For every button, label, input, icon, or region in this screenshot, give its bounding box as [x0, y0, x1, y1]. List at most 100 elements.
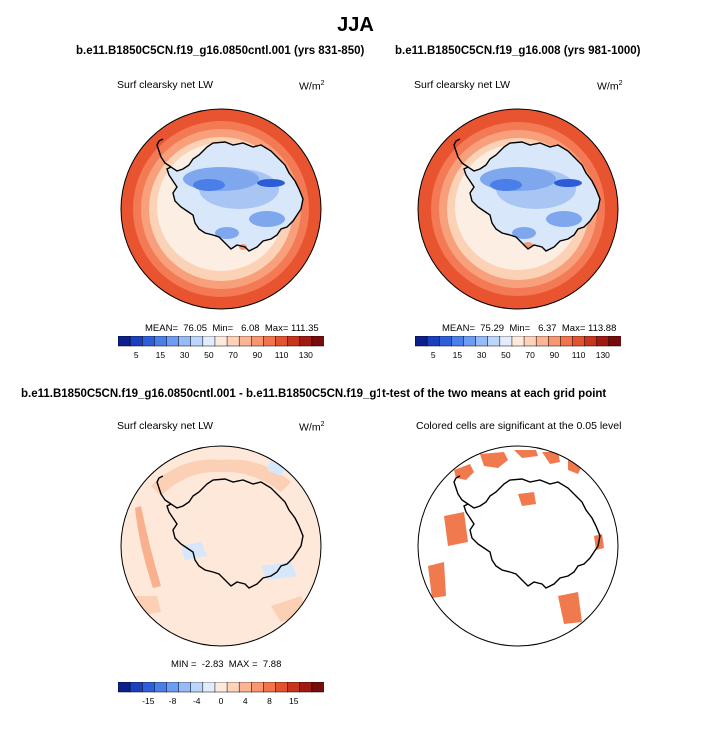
- panel-1-map: [120, 108, 322, 310]
- colorbar-swatch: [523, 336, 537, 347]
- sig-cell-group: [518, 492, 536, 506]
- colorbar-label: 15: [289, 696, 299, 706]
- diff-positive-ring: [151, 459, 291, 496]
- colorbar-swatch: [154, 336, 168, 347]
- colorbar-label: -8: [169, 696, 177, 706]
- panel-3-units: W/m2: [299, 421, 324, 434]
- ross-region: [215, 227, 239, 239]
- sig-cell-group: [568, 460, 582, 474]
- colorbar-swatch: [251, 336, 264, 347]
- colorbar-3: -15 -8 -4 0 4 8 15: [118, 682, 324, 706]
- ross-region: [512, 227, 536, 239]
- colorbar-swatch: [141, 336, 155, 347]
- colorbar-label: 110: [275, 350, 289, 360]
- colorbar-swatch: [299, 336, 313, 347]
- diff-negative-east: [261, 562, 297, 580]
- colorbar-label: 15: [453, 350, 463, 360]
- panel-3-subtitle: Surf clearsky net LW: [117, 420, 214, 432]
- colorbar-label: 70: [228, 350, 238, 360]
- colorbar-swatch: [475, 336, 489, 347]
- colorbar-swatch: [118, 336, 131, 347]
- colorbar-swatch: [226, 336, 240, 347]
- colorbar-label: 110: [572, 350, 586, 360]
- colorbar-label: -15: [142, 696, 155, 706]
- plateau-core: [490, 179, 522, 191]
- colorbar-label: 30: [477, 350, 487, 360]
- plateau-east: [546, 211, 582, 227]
- colorbar-1: 5 15 30 50 70 90 110 130: [118, 336, 324, 360]
- colorbar-swatch: [560, 336, 574, 347]
- colorbar-label: 130: [299, 350, 313, 360]
- colorbar-swatch: [287, 336, 301, 347]
- colorbar-swatch: [118, 682, 131, 693]
- panel-2-stats: MEAN= 75.29 Min= 6.37 Max= 113.88: [442, 323, 617, 334]
- colorbar-swatch: [584, 336, 598, 347]
- panel-1-units-text: W/m: [299, 80, 321, 93]
- colorbar-swatch: [548, 336, 561, 347]
- panel-2-units-sup: 2: [618, 80, 623, 87]
- colorbar-label: 90: [550, 350, 560, 360]
- colorbar-label: 0: [219, 696, 224, 706]
- sig-cell-group: [558, 592, 582, 624]
- colorbar-swatch: [287, 682, 301, 693]
- colorbar-label: 130: [596, 350, 610, 360]
- panel-3-units-sup: 2: [320, 421, 325, 428]
- colorbar-swatch: [263, 336, 277, 347]
- panel-3-stats: MIN = -2.83 MAX = 7.88: [171, 659, 282, 670]
- sig-cell-group: [514, 450, 538, 458]
- figure-title: JJA: [337, 14, 374, 36]
- colorbar-label: 5: [431, 350, 436, 360]
- colorbar-2: 5 15 30 50 70 90 110 130: [415, 336, 621, 360]
- panel-4-title: t-test of the two means at each grid poi…: [380, 388, 607, 400]
- colorbar-swatch: [226, 682, 240, 693]
- diff-positive-west: [135, 506, 161, 588]
- colorbar-swatch: [178, 682, 192, 693]
- colorbar-label: 8: [267, 696, 272, 706]
- panel-2-map: [417, 108, 619, 310]
- colorbar-swatch: [129, 682, 143, 693]
- colorbar-swatch: [299, 682, 313, 693]
- plateau-core: [193, 179, 225, 191]
- colorbar-swatch: [166, 336, 180, 347]
- colorbar-swatch: [438, 336, 452, 347]
- panel-2-units: W/m2: [597, 80, 622, 93]
- panel-3-map: [120, 445, 322, 647]
- panel-2-units-text: W/m: [597, 80, 619, 93]
- colorbar-swatch: [238, 682, 252, 693]
- plateau-core-east: [257, 179, 285, 187]
- panel-1-title: b.e11.B1850C5CN.f19_g16.0850cntl.001 (yr…: [76, 45, 365, 57]
- colorbar-label: -4: [193, 696, 201, 706]
- colorbar-swatch: [190, 682, 204, 693]
- colorbar-swatch: [535, 336, 549, 347]
- colorbar-swatch: [596, 336, 610, 347]
- colorbar-swatch: [499, 336, 513, 347]
- colorbar-label: 30: [180, 350, 190, 360]
- colorbar-swatch: [129, 336, 143, 347]
- colorbar-label: 50: [501, 350, 511, 360]
- map-border: [417, 108, 619, 310]
- colorbar-swatch: [154, 682, 168, 693]
- diff-negative-north: [267, 458, 287, 476]
- diff-background: [121, 446, 321, 646]
- panel-1-subtitle: Surf clearsky net LW: [117, 79, 214, 91]
- colorbar-swatch: [572, 336, 586, 347]
- colorbar-swatch: [178, 336, 192, 347]
- colorbar-swatch: [166, 682, 180, 693]
- panel-2-subtitle: Surf clearsky net LW: [414, 79, 511, 91]
- panel-3-title: b.e11.B1850C5CN.f19_g16.0850cntl.001 - b…: [21, 388, 412, 400]
- colorbar-label: 5: [134, 350, 139, 360]
- panel-1-units-sup: 2: [320, 80, 325, 87]
- sig-cell-group: [480, 452, 508, 468]
- colorbar-swatch: [487, 336, 501, 347]
- map-border: [417, 445, 619, 647]
- map-border: [120, 108, 322, 310]
- sig-cell-group: [428, 562, 446, 598]
- map-border: [120, 445, 322, 647]
- panel-4-subtitle: Colored cells are significant at the 0.0…: [416, 420, 622, 432]
- colorbar-swatch: [463, 336, 477, 347]
- panel-3-units-text: W/m: [299, 421, 321, 434]
- plateau-east: [249, 211, 285, 227]
- diff-positive-east: [271, 596, 307, 622]
- colorbar-label: 15: [156, 350, 166, 360]
- colorbar-swatch: [275, 336, 289, 347]
